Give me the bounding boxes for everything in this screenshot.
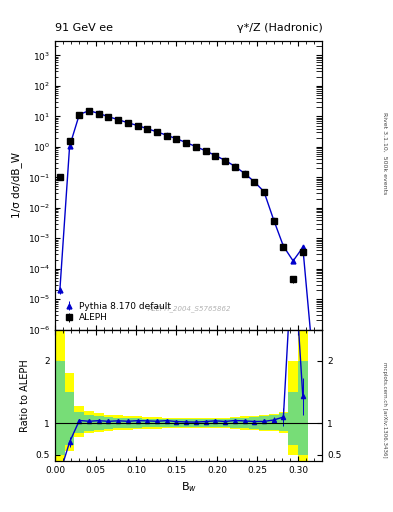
X-axis label: B$_w$: B$_w$	[181, 480, 196, 494]
Legend: Pythia 8.170 default, ALEPH: Pythia 8.170 default, ALEPH	[59, 299, 174, 325]
Text: Rivet 3.1.10,  500k events: Rivet 3.1.10, 500k events	[382, 113, 387, 195]
Y-axis label: 1/σ dσ/dB_W: 1/σ dσ/dB_W	[11, 152, 22, 218]
Text: γ*/Z (Hadronic): γ*/Z (Hadronic)	[237, 23, 322, 33]
Text: 91 GeV ee: 91 GeV ee	[55, 23, 113, 33]
Text: ALEPH_2004_S5765862: ALEPH_2004_S5765862	[147, 306, 230, 312]
Y-axis label: Ratio to ALEPH: Ratio to ALEPH	[20, 359, 30, 432]
Text: mcplots.cern.ch [arXiv:1306.3436]: mcplots.cern.ch [arXiv:1306.3436]	[382, 362, 387, 457]
